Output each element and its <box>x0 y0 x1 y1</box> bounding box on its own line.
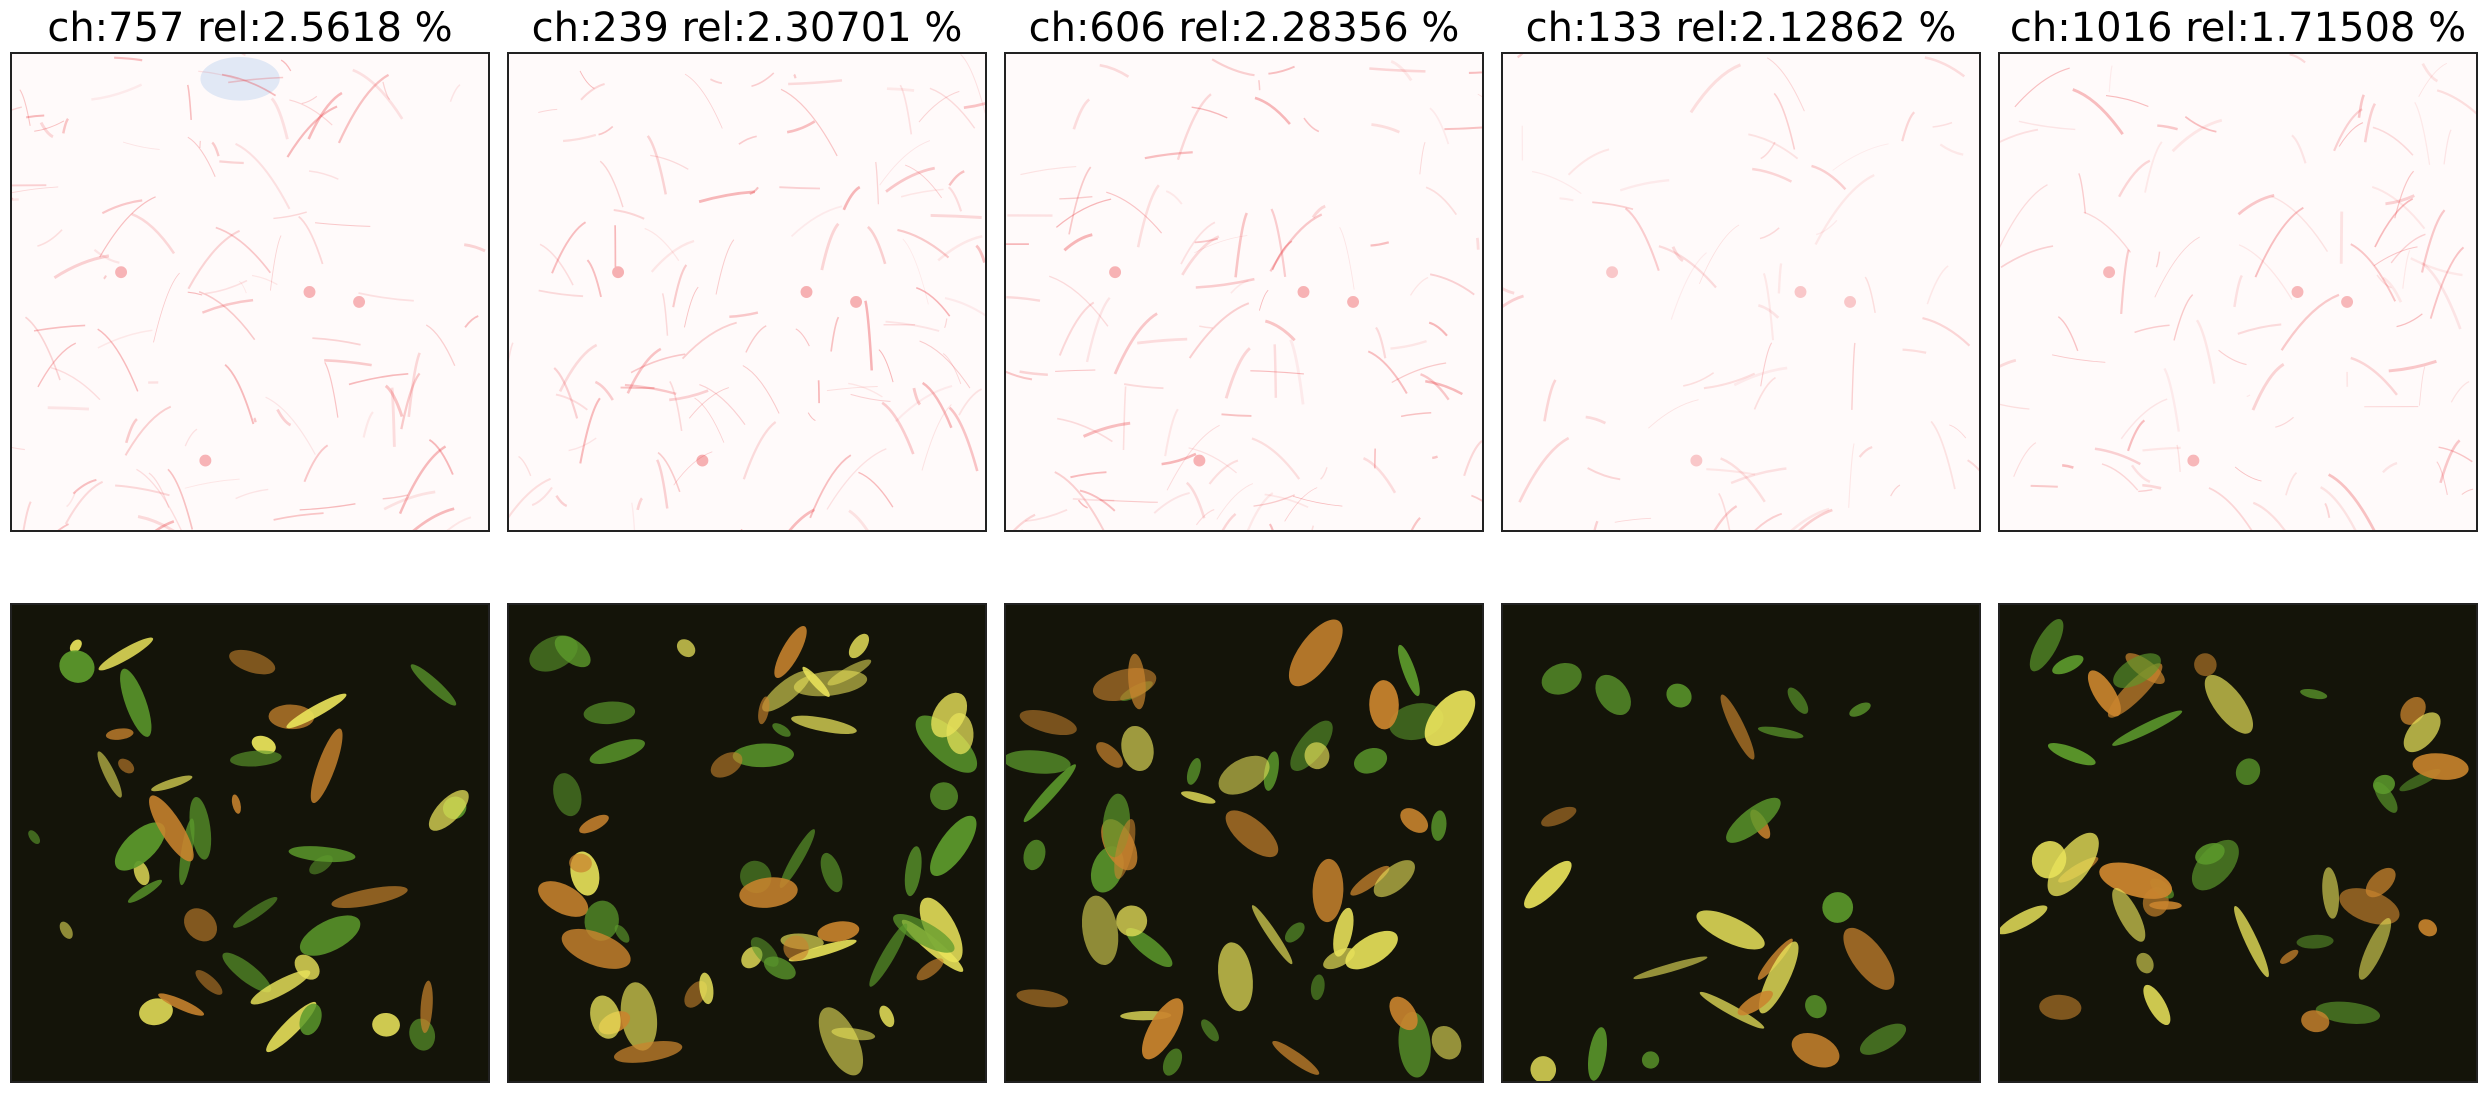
panel-title: ch:757 rel:2.5618 % <box>47 5 453 51</box>
relevance-heatmap <box>1998 52 2478 532</box>
image-overlay <box>10 603 490 1083</box>
panel-title: ch:606 rel:2.28356 % <box>1028 5 1460 51</box>
relevance-heatmap <box>10 52 490 532</box>
panel-title: ch:133 rel:2.12862 % <box>1525 5 1957 51</box>
image-overlay <box>1004 603 1484 1083</box>
panel-title: ch:1016 rel:1.71508 % <box>2009 5 2467 51</box>
image-overlay <box>1998 603 2478 1083</box>
image-overlay <box>1501 603 1981 1083</box>
relevance-heatmap <box>507 52 987 532</box>
relevance-heatmap <box>1501 52 1981 532</box>
image-overlay <box>507 603 987 1083</box>
panel-title: ch:239 rel:2.30701 % <box>531 5 963 51</box>
relevance-heatmap <box>1004 52 1484 532</box>
